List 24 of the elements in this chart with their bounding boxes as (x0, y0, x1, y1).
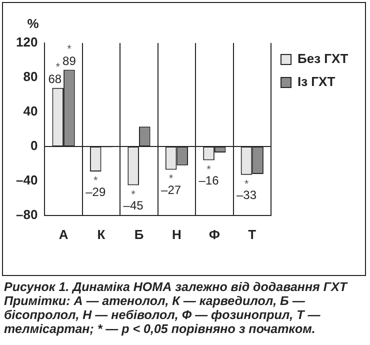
data-label: * –45 (123, 188, 144, 213)
data-label: * 68 (48, 61, 62, 86)
x-tick-label: Б (134, 226, 144, 242)
text: Рисунок 1. Динаміка НОМА залежно від додавання ГХТ (4, 280, 349, 294)
data-label: * –29 (86, 174, 106, 199)
legend-label: Із ГХТ (298, 74, 336, 90)
legend-label: Без ГХТ (298, 51, 348, 66)
y-tick-label: 80 (23, 69, 38, 84)
y-tick-label: –40 (16, 172, 38, 188)
data-label: * –16 (198, 164, 220, 188)
data-label: * –27 (161, 173, 182, 198)
y-tick-label: –80 (16, 206, 38, 222)
text: Примітки: А — атенолол, К — карведилол, Б — бісопролол, Н — небіволол, Ф — фозиноприл, Т — телмісартан; * — p < 0,05 порівняно з початком. (4, 294, 322, 336)
x-tick-label: А (58, 226, 69, 242)
data-label: * –33 (236, 178, 257, 202)
y-tick-label: 40 (23, 104, 38, 119)
x-tick-label: Т (248, 226, 256, 242)
y-axis-title: % (27, 16, 40, 32)
x-tick-label: Н (172, 226, 182, 242)
y-tick-label: 120 (16, 34, 38, 50)
x-tick-label: Ф (208, 226, 220, 242)
data-label: * 89 (62, 43, 76, 68)
x-tick-label: К (97, 226, 106, 242)
y-tick-label: 0 (30, 138, 38, 154)
